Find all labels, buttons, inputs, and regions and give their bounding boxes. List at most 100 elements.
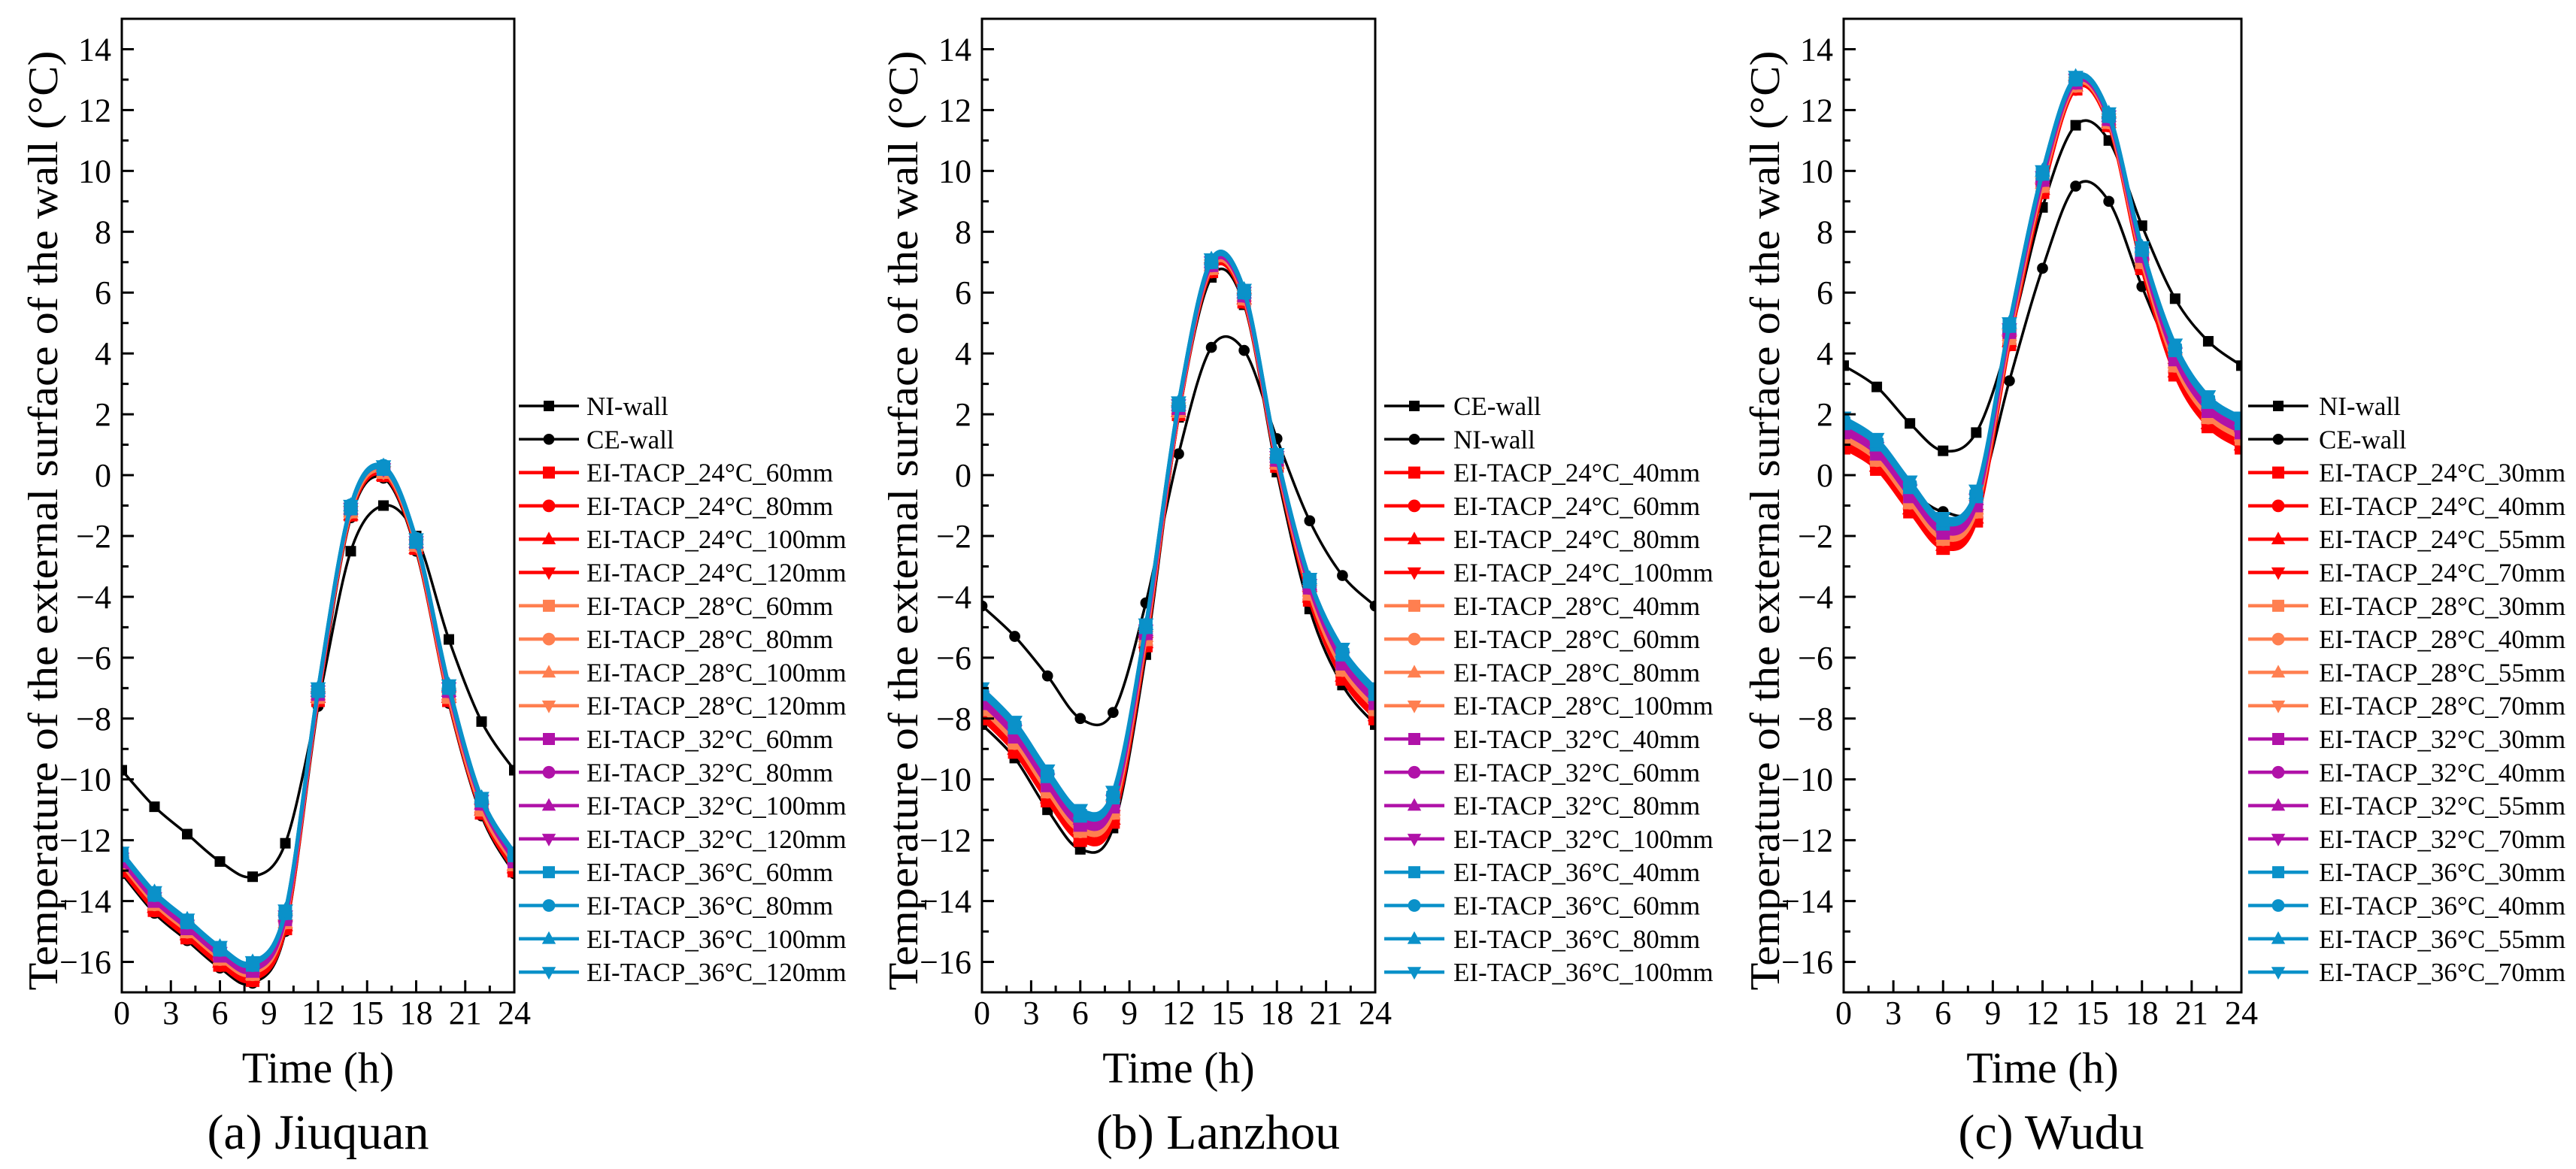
x-tick-label: 15 xyxy=(1211,995,1244,1031)
data-point xyxy=(1009,631,1020,642)
x-tick-label: 24 xyxy=(498,995,531,1031)
x-tick-label: 0 xyxy=(1835,995,1852,1031)
legend-label: EI-TACP_36°C_120mm xyxy=(586,958,847,987)
y-tick-label: 10 xyxy=(1800,153,1833,189)
y-tick-label: 8 xyxy=(955,214,971,250)
legend-label: EI-TACP_28°C_55mm xyxy=(2319,658,2565,687)
legend-marker-triangle-down-icon xyxy=(2271,700,2286,713)
data-point xyxy=(1337,570,1348,581)
data-point xyxy=(1072,804,1089,819)
y-tick-label: −10 xyxy=(59,762,111,798)
x-tick-label: 12 xyxy=(302,995,335,1031)
legend-label: EI-TACP_36°C_30mm xyxy=(2319,858,2565,887)
legend-item: EI-TACP_32°C_80mm xyxy=(519,758,833,787)
legend-marker-triangle-down-icon xyxy=(541,967,556,980)
data-point xyxy=(444,634,454,645)
series-EI-TACP_36°C_120mm xyxy=(122,460,514,971)
legend-label: EI-TACP_24°C_40mm xyxy=(2319,492,2565,521)
legend-marker-square-icon xyxy=(1408,466,1420,479)
x-tick-label: 24 xyxy=(1359,995,1392,1031)
data-point xyxy=(1041,670,1053,682)
data-point xyxy=(1905,418,1916,429)
data-point xyxy=(1304,515,1316,527)
legend-label: EI-TACP_32°C_60mm xyxy=(586,725,833,754)
y-tick-label: 8 xyxy=(1817,214,1833,250)
legend-marker-triangle-up-icon xyxy=(2271,931,2286,944)
legend-item: EI-TACP_32°C_80mm xyxy=(1384,792,1700,821)
legend-label: EI-TACP_28°C_40mm xyxy=(2319,625,2565,654)
legend-marker-circle-icon xyxy=(2271,765,2285,779)
legend-item: EI-TACP_32°C_60mm xyxy=(1384,758,1700,787)
legend-label: EI-TACP_32°C_60mm xyxy=(1453,758,1700,787)
legend-item: EI-TACP_36°C_55mm xyxy=(2248,925,2565,954)
y-tick-label: 4 xyxy=(1817,335,1833,372)
data-point xyxy=(441,679,457,694)
legend-marker-triangle-up-icon xyxy=(1407,931,1422,944)
x-tick-label: 15 xyxy=(350,995,383,1031)
data-point xyxy=(2035,165,2050,180)
y-tick-label: −6 xyxy=(76,640,111,677)
legend-label: EI-TACP_28°C_60mm xyxy=(586,592,833,621)
legend-label: EI-TACP_24°C_55mm xyxy=(2319,525,2565,554)
y-tick-label: −12 xyxy=(1781,822,1833,859)
legend-marker-square-icon xyxy=(543,599,555,612)
legend-item: EI-TACP_28°C_100mm xyxy=(519,658,847,687)
y-tick-label: 0 xyxy=(955,457,971,494)
data-point xyxy=(2202,335,2214,347)
data-point xyxy=(982,600,988,612)
data-point xyxy=(1968,484,1984,499)
legend-item: CE-wall xyxy=(1384,392,1541,421)
data-point xyxy=(1938,445,1949,456)
y-tick-label: 12 xyxy=(78,92,111,129)
legend-marker-circle-icon xyxy=(542,632,556,646)
y-tick-label: −8 xyxy=(76,701,111,737)
data-point xyxy=(1935,512,1951,526)
y-tick-label: 14 xyxy=(78,31,111,68)
series-EI-TACP_36°C_70mm xyxy=(1844,71,2241,526)
data-point xyxy=(1171,396,1186,411)
legend-marker-square-icon xyxy=(2272,599,2284,612)
legend-item: EI-TACP_36°C_100mm xyxy=(519,925,847,954)
x-tick-label: 12 xyxy=(2026,995,2059,1031)
legend-label: EI-TACP_24°C_80mm xyxy=(1453,525,1700,554)
legend-label: EI-TACP_36°C_100mm xyxy=(1453,958,1714,987)
legend-item: EI-TACP_24°C_60mm xyxy=(519,459,833,488)
legend-item: EI-TACP_24°C_80mm xyxy=(519,492,833,521)
y-tick-label: −6 xyxy=(1798,640,1833,677)
legend-label: NI-wall xyxy=(2319,392,2401,421)
data-point xyxy=(378,500,389,511)
y-tick-label: −10 xyxy=(920,762,971,798)
data-point xyxy=(2169,293,2181,304)
data-point xyxy=(1367,683,1375,698)
data-point xyxy=(277,904,293,919)
legend-item: CE-wall xyxy=(2248,425,2407,454)
y-tick-label: −14 xyxy=(1781,883,1833,920)
legend-label: EI-TACP_36°C_80mm xyxy=(1453,925,1700,954)
y-tick-label: 2 xyxy=(1817,396,1833,433)
x-tick-label: 6 xyxy=(212,995,229,1031)
legend-marker-triangle-down-icon xyxy=(541,567,556,580)
x-tick-label: 21 xyxy=(449,995,482,1031)
data-point xyxy=(1105,786,1121,801)
data-point xyxy=(1236,283,1253,298)
series-EI-TACP_36°C_100mm xyxy=(982,250,1375,819)
legend-label: EI-TACP_36°C_60mm xyxy=(1453,892,1700,921)
legend-marker-square-icon xyxy=(1408,599,1420,612)
y-tick-label: −14 xyxy=(920,883,971,920)
legend-marker-triangle-up-icon xyxy=(2271,798,2286,811)
y-tick-label: −2 xyxy=(1798,518,1833,555)
legend-label: NI-wall xyxy=(1453,425,1535,454)
legend-marker-circle-icon xyxy=(542,499,556,513)
data-point xyxy=(1302,572,1318,587)
legend-label: EI-TACP_32°C_40mm xyxy=(2319,758,2565,787)
data-point xyxy=(474,792,489,807)
x-tick-label: 18 xyxy=(2126,995,2159,1031)
legend-item: EI-TACP_36°C_60mm xyxy=(519,858,833,887)
y-tick-label: 8 xyxy=(95,214,111,250)
data-point xyxy=(2070,120,2081,131)
y-axis-label: Temperature of the external surface of t… xyxy=(1742,51,1789,991)
y-tick-label: −6 xyxy=(936,640,971,677)
legend-label: EI-TACP_36°C_80mm xyxy=(586,892,833,921)
